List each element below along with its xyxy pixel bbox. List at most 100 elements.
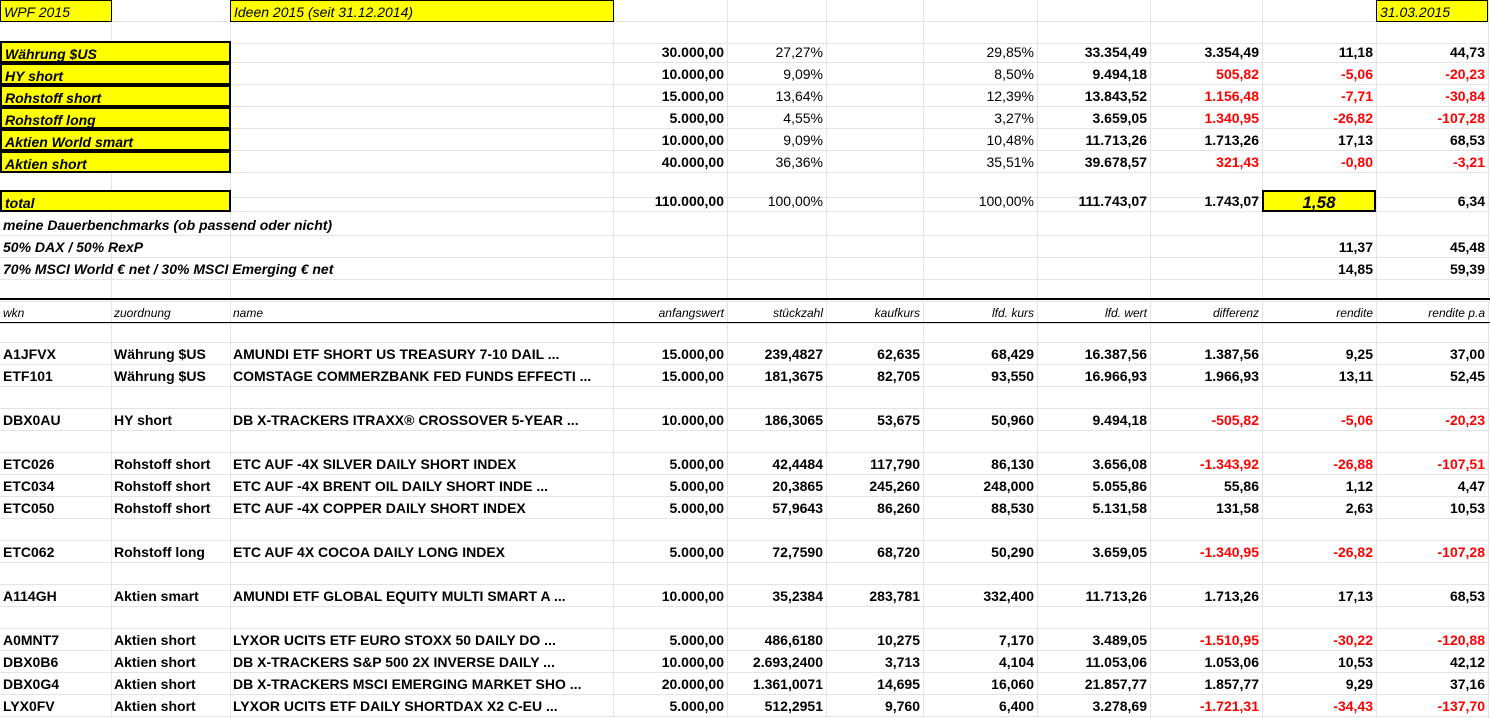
cell-rendite[interactable]: 9,25 [1345, 346, 1373, 362]
cell-anfangswert[interactable]: 15.000,00 [661, 346, 724, 362]
cell-differenz[interactable]: 1.713,26 [1204, 588, 1260, 604]
cell-wert[interactable]: 5.055,86 [1092, 478, 1148, 494]
cell-kurs[interactable]: 50,290 [991, 544, 1034, 560]
cell-rendite[interactable]: 1,12 [1345, 478, 1373, 494]
cell-zuordnung[interactable]: Rohstoff short [114, 478, 211, 494]
cell-anfangswert[interactable]: 10.000,00 [661, 588, 724, 604]
summary-name[interactable]: Aktien World smart [0, 129, 231, 151]
summary-anfangswert[interactable]: 10.000,00 [661, 132, 724, 148]
summary-wert[interactable]: 39.678,57 [1084, 154, 1147, 170]
summary-rendite[interactable]: 11,18 [1338, 44, 1373, 60]
cell-name[interactable]: ETC AUF -4X SILVER DAILY SHORT INDEX [233, 456, 517, 472]
cell-wkn[interactable]: ETC062 [3, 544, 55, 560]
cell-anfangswert[interactable]: 20.000,00 [661, 676, 724, 692]
cell-stueckzahl[interactable]: 20,3865 [772, 478, 823, 494]
cell-name[interactable]: DB X-TRACKERS S&P 500 2X INVERSE DAILY .… [233, 654, 555, 670]
summary-pct2[interactable]: 29,85% [986, 44, 1034, 60]
header-anfangswert[interactable]: anfangswert [658, 306, 724, 320]
cell-pa[interactable]: -120,88 [1437, 632, 1485, 648]
cell-name[interactable]: DB X-TRACKERS MSCI EMERGING MARKET SHO .… [233, 676, 582, 692]
cell-stueckzahl[interactable]: 186,3065 [764, 412, 823, 428]
cell-differenz[interactable]: -1.343,92 [1199, 456, 1259, 472]
total-wert[interactable]: 111.743,07 [1078, 193, 1147, 209]
summary-wert[interactable]: 11.713,26 [1085, 132, 1147, 148]
total-label[interactable]: total [0, 190, 231, 212]
cell-anfangswert[interactable]: 5.000,00 [669, 698, 725, 714]
cell-zuordnung[interactable]: HY short [114, 412, 173, 428]
cell-wert[interactable]: 21.857,77 [1084, 676, 1147, 692]
cell-anfangswert[interactable]: 15.000,00 [661, 368, 724, 384]
summary-pct1[interactable]: 9,09% [783, 66, 823, 82]
cell-kurs[interactable]: 7,170 [998, 632, 1034, 648]
cell-name[interactable]: LYXOR UCITS ETF DAILY SHORTDAX X2 C-EU .… [233, 698, 558, 714]
cell-rendite[interactable]: -26,88 [1333, 456, 1373, 472]
total-rendite[interactable]: 1,58 [1262, 190, 1376, 212]
summary-pa[interactable]: -30,84 [1445, 88, 1485, 104]
date-label[interactable]: 31.03.2015 [1376, 0, 1488, 22]
summary-pct2[interactable]: 10,48% [986, 132, 1034, 148]
cell-name[interactable]: LYXOR UCITS ETF EURO STOXX 50 DAILY DO .… [233, 632, 556, 648]
cell-kaufkurs[interactable]: 9,760 [884, 698, 920, 714]
cell-zuordnung[interactable]: Währung $US [114, 368, 206, 384]
cell-kaufkurs[interactable]: 62,635 [877, 346, 920, 362]
summary-pct1[interactable]: 4,55% [783, 110, 823, 126]
cell-wert[interactable]: 3.656,08 [1092, 456, 1148, 472]
cell-wkn[interactable]: ETC026 [3, 456, 55, 472]
cell-wkn[interactable]: A0MNT7 [3, 632, 60, 648]
total-anfangswert[interactable]: 110.000,00 [654, 193, 724, 209]
cell-kaufkurs[interactable]: 10,275 [877, 632, 920, 648]
summary-pct1[interactable]: 9,09% [783, 132, 823, 148]
cell-kurs[interactable]: 93,550 [991, 368, 1034, 384]
summary-rendite[interactable]: -0,80 [1341, 154, 1373, 170]
cell-kaufkurs[interactable]: 245,260 [869, 478, 920, 494]
cell-pa[interactable]: -137,70 [1437, 698, 1485, 714]
summary-pct2[interactable]: 35,51% [986, 154, 1034, 170]
cell-wert[interactable]: 16.387,56 [1084, 346, 1147, 362]
summary-wert[interactable]: 9.494,18 [1092, 66, 1148, 82]
summary-diff[interactable]: 505,82 [1216, 66, 1259, 82]
cell-wkn[interactable]: LYX0FV [3, 698, 55, 714]
summary-name[interactable]: Rohstoff short [0, 85, 231, 107]
cell-rendite[interactable]: 10,53 [1337, 654, 1373, 670]
cell-kaufkurs[interactable]: 68,720 [877, 544, 920, 560]
cell-stueckzahl[interactable]: 35,2384 [772, 588, 823, 604]
summary-pct1[interactable]: 36,36% [775, 154, 823, 170]
header-wert[interactable]: lfd. wert [1104, 306, 1147, 320]
cell-wert[interactable]: 9.494,18 [1092, 412, 1148, 428]
cell-zuordnung[interactable]: Rohstoff short [114, 500, 211, 516]
benchmark-pa[interactable]: 59,39 [1449, 261, 1485, 277]
cell-wert[interactable]: 3.278,69 [1092, 698, 1148, 714]
summary-name[interactable]: HY short [0, 63, 231, 85]
summary-diff[interactable]: 321,43 [1216, 154, 1259, 170]
cell-rendite[interactable]: -5,06 [1341, 412, 1373, 428]
header-wkn[interactable]: wkn [3, 306, 25, 320]
cell-stueckzahl[interactable]: 57,9643 [772, 500, 823, 516]
cell-wkn[interactable]: ETC050 [3, 500, 55, 516]
cell-zuordnung[interactable]: Aktien smart [114, 588, 199, 604]
benchmark-rendite[interactable]: 14,85 [1337, 261, 1373, 277]
summary-anfangswert[interactable]: 15.000,00 [661, 88, 724, 104]
cell-wkn[interactable]: DBX0AU [3, 412, 61, 428]
summary-wert[interactable]: 33.354,49 [1084, 44, 1147, 60]
header-kaufkurs[interactable]: kaufkurs [874, 306, 920, 320]
cell-kaufkurs[interactable]: 14,695 [877, 676, 920, 692]
cell-name[interactable]: DB X-TRACKERS ITRAXX® CROSSOVER 5-YEAR .… [233, 412, 579, 428]
summary-anfangswert[interactable]: 10.000,00 [661, 66, 724, 82]
cell-differenz[interactable]: -1.721,31 [1199, 698, 1259, 714]
benchmark-name[interactable]: 70% MSCI World € net / 30% MSCI Emerging… [3, 261, 334, 277]
cell-zuordnung[interactable]: Währung $US [114, 346, 206, 362]
cell-rendite[interactable]: 9,29 [1345, 676, 1373, 692]
summary-rendite[interactable]: -7,71 [1341, 88, 1373, 104]
summary-diff[interactable]: 1.340,95 [1204, 110, 1260, 126]
header-zuordnung[interactable]: zuordnung [114, 306, 171, 320]
total-pa[interactable]: 6,34 [1457, 193, 1485, 209]
cell-rendite[interactable]: -34,43 [1333, 698, 1373, 714]
cell-kurs[interactable]: 248,000 [983, 478, 1034, 494]
cell-stueckzahl[interactable]: 1.361,0071 [752, 676, 823, 692]
cell-wert[interactable]: 11.713,26 [1085, 588, 1147, 604]
cell-differenz[interactable]: 131,58 [1216, 500, 1259, 516]
cell-anfangswert[interactable]: 5.000,00 [669, 632, 725, 648]
cell-differenz[interactable]: 55,86 [1223, 478, 1259, 494]
summary-anfangswert[interactable]: 30.000,00 [661, 44, 724, 60]
cell-kurs[interactable]: 68,429 [991, 346, 1034, 362]
